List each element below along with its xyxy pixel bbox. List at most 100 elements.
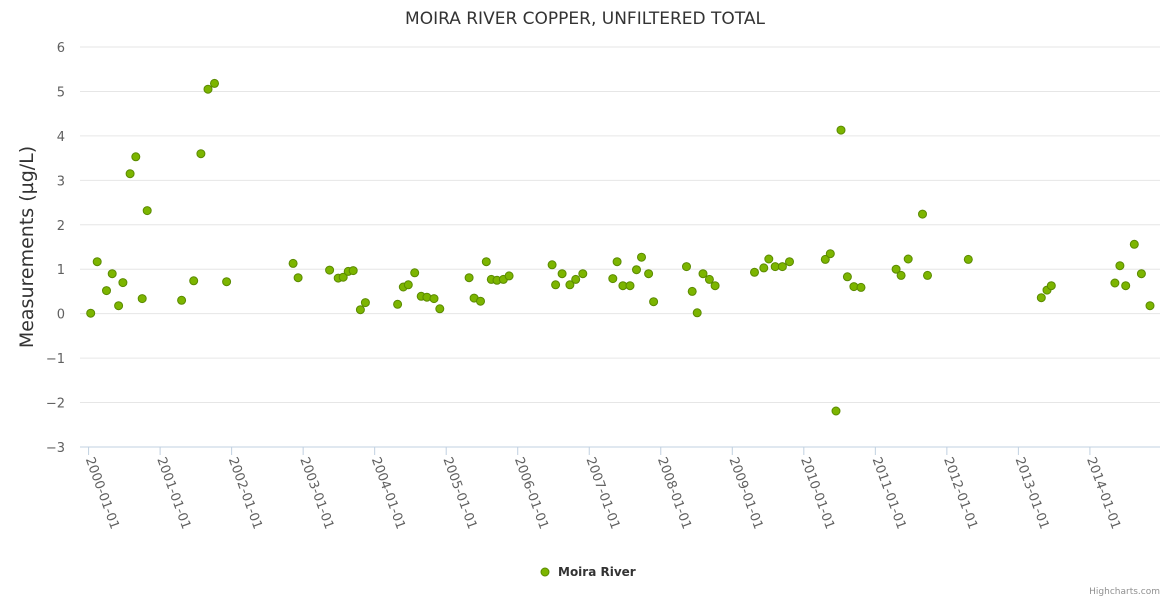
data-point[interactable] <box>355 305 365 315</box>
data-point[interactable] <box>1121 281 1131 291</box>
y-axis-ticks: 6 5 4 3 2 1 0 −1 −2 −3 <box>46 41 65 456</box>
data-point[interactable] <box>750 267 759 277</box>
data-point[interactable] <box>1136 269 1146 279</box>
data-point[interactable] <box>557 269 567 279</box>
data-point[interactable] <box>547 260 557 270</box>
data-point[interactable] <box>118 278 128 288</box>
data-point[interactable] <box>963 254 973 264</box>
data-point[interactable] <box>785 257 794 267</box>
data-point[interactable] <box>1145 301 1155 311</box>
data-point[interactable] <box>288 258 298 268</box>
data-point[interactable] <box>1046 281 1056 291</box>
data-point[interactable] <box>338 272 348 282</box>
data-point[interactable] <box>1129 239 1139 249</box>
data-point[interactable] <box>692 308 702 318</box>
data-point[interactable] <box>704 274 714 284</box>
data-point[interactable] <box>571 274 581 284</box>
y-axis-title: Measurements (µg/L) <box>16 146 38 348</box>
legend-marker <box>540 567 550 577</box>
data-point[interactable] <box>222 277 232 287</box>
data-point[interactable] <box>612 257 622 267</box>
data-point[interactable] <box>325 265 335 275</box>
data-point[interactable] <box>464 273 474 283</box>
data-point[interactable] <box>918 209 927 219</box>
data-point[interactable] <box>825 249 835 259</box>
data-point[interactable] <box>836 125 846 135</box>
data-point[interactable] <box>903 254 913 264</box>
data-point[interactable] <box>1110 278 1120 288</box>
data-point[interactable] <box>210 78 219 88</box>
legend-item-moira-river[interactable]: Moira River <box>558 565 636 579</box>
credits-link[interactable]: Highcharts.com <box>1089 587 1160 597</box>
data-point[interactable] <box>698 269 708 279</box>
data-point[interactable] <box>764 254 774 264</box>
data-point[interactable] <box>196 149 206 159</box>
x-tick-label: 2004-01-01 <box>368 455 408 531</box>
x-tick-label: 2005-01-01 <box>439 455 479 531</box>
data-point[interactable] <box>504 271 514 281</box>
data-point[interactable] <box>632 265 641 275</box>
x-axis-ticks: 2000-01-01 2001-01-01 2002-01-01 2003-01-01… <box>82 447 1123 531</box>
chart-title: MOIRA RIVER COPPER, UNFILTERED TOTAL <box>405 9 765 29</box>
data-point[interactable] <box>410 268 420 278</box>
x-tick-label: 2012-01-01 <box>940 455 980 531</box>
legend[interactable]: Moira River <box>540 565 636 579</box>
series-moira-river[interactable] <box>86 78 1155 416</box>
data-point[interactable] <box>644 269 654 279</box>
data-point[interactable] <box>710 281 720 291</box>
data-point[interactable] <box>625 281 635 291</box>
data-point[interactable] <box>481 257 491 267</box>
data-point[interactable] <box>293 273 303 283</box>
y-tick-label: −3 <box>46 441 65 456</box>
data-point[interactable] <box>435 304 445 314</box>
data-point[interactable] <box>137 294 147 304</box>
data-point[interactable] <box>177 295 187 305</box>
data-point[interactable] <box>476 296 485 306</box>
data-point[interactable] <box>896 270 906 280</box>
data-point[interactable] <box>403 280 413 290</box>
x-tick-label: 2008-01-01 <box>654 455 694 531</box>
x-tick-label: 2001-01-01 <box>153 455 193 531</box>
data-point[interactable] <box>551 280 561 290</box>
data-point[interactable] <box>687 286 697 296</box>
data-point[interactable] <box>777 262 787 272</box>
y-tick-label: 0 <box>57 308 65 323</box>
y-tick-label: 4 <box>57 130 65 145</box>
grid-lines <box>80 46 1160 448</box>
data-point[interactable] <box>348 266 358 276</box>
data-point[interactable] <box>107 269 117 279</box>
y-tick-label: −1 <box>46 352 65 367</box>
data-point[interactable] <box>682 262 691 272</box>
data-point[interactable] <box>608 274 618 284</box>
data-point[interactable] <box>891 264 901 274</box>
data-point[interactable] <box>637 252 646 262</box>
data-point[interactable] <box>842 272 852 282</box>
x-tick-label: 2013-01-01 <box>1012 455 1052 531</box>
data-point[interactable] <box>125 169 135 179</box>
data-point[interactable] <box>86 308 96 318</box>
data-point[interactable] <box>92 257 102 267</box>
data-point[interactable] <box>102 286 111 296</box>
data-point[interactable] <box>565 280 575 290</box>
data-point[interactable] <box>831 406 841 416</box>
y-tick-label: 2 <box>57 219 65 234</box>
data-point[interactable] <box>203 84 213 94</box>
data-point[interactable] <box>114 301 124 311</box>
data-point[interactable] <box>649 297 659 307</box>
data-point[interactable] <box>393 299 403 309</box>
data-point[interactable] <box>1115 261 1125 271</box>
data-point[interactable] <box>189 276 199 286</box>
data-point[interactable] <box>360 298 370 308</box>
data-point[interactable] <box>131 152 141 162</box>
data-point[interactable] <box>1036 293 1046 303</box>
data-point[interactable] <box>759 263 769 273</box>
data-point[interactable] <box>422 292 432 302</box>
data-point[interactable] <box>142 206 152 216</box>
data-point[interactable] <box>578 269 588 279</box>
data-point[interactable] <box>923 270 932 280</box>
data-point[interactable] <box>820 254 830 264</box>
data-point[interactable] <box>856 282 866 292</box>
x-tick-label: 2010-01-01 <box>797 455 837 531</box>
data-point[interactable] <box>429 294 439 304</box>
